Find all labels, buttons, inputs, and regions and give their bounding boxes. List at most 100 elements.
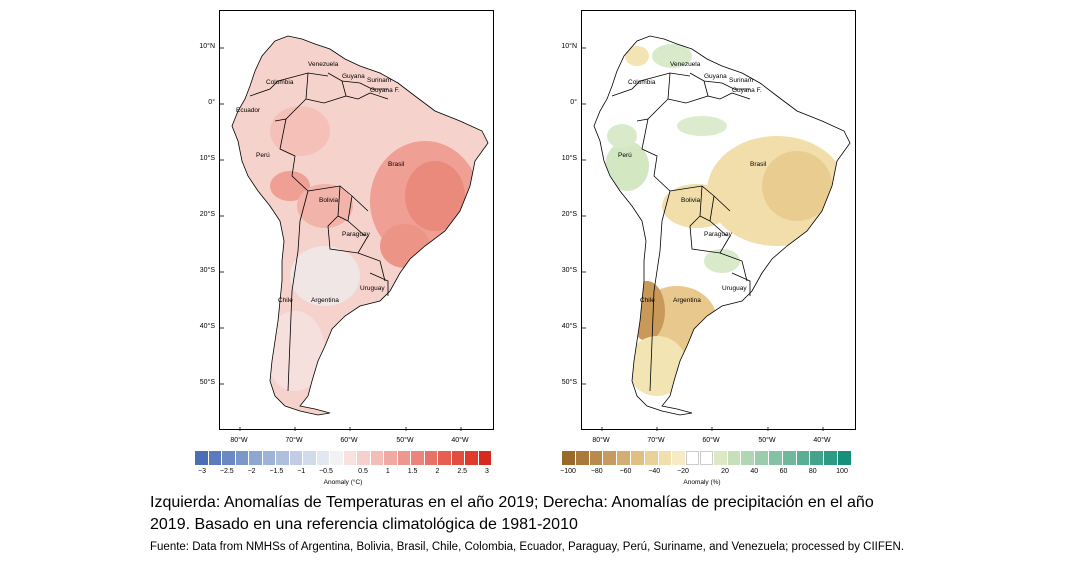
colorbar-tick-label: −2.5 (219, 468, 234, 475)
colorbar-swatch (195, 451, 208, 465)
colorbar-swatch (768, 451, 782, 465)
dry-anomaly-brazil-core (762, 151, 832, 221)
colorbar-swatch (370, 451, 383, 465)
warm-anomaly-bolivia (297, 184, 353, 228)
latitude-label: 10°S (199, 155, 215, 162)
country-label-brasil: Brasil (750, 161, 767, 168)
country-label-peru: Perú (618, 152, 632, 159)
warm-anomaly-brazil-core (405, 161, 465, 231)
longitude-label: 80°W (230, 437, 248, 444)
colorbar-tick-label: 3 (485, 468, 489, 475)
country-label-guyana-f: Guyana F. (732, 87, 762, 94)
colorbar-swatch (837, 451, 851, 465)
latitude-label: 10°S (561, 155, 577, 162)
colorbar-swatch (713, 451, 727, 465)
colorbar-tick-label: 1 (385, 468, 390, 475)
colorbar-tick-label: −60 (619, 468, 632, 475)
colorbar-swatch (644, 451, 658, 465)
dry-anomaly-bolivia (662, 184, 732, 228)
longitude-label: 60°W (702, 437, 720, 444)
longitude-label: 70°W (285, 437, 303, 444)
country-label-argentina: Argentina (311, 297, 339, 304)
colorbar-tick-label: 0.5 (358, 468, 368, 475)
country-label-chile: Chile (640, 297, 655, 304)
colorbar-tick-label: 80 (808, 468, 817, 475)
colorbar-swatch (235, 451, 248, 465)
wet-anomaly-ecuador (607, 124, 637, 148)
colorbar-tick-label: −2 (247, 468, 256, 475)
dry-anomaly-colombia (625, 46, 649, 66)
latitude-label: 20°S (199, 211, 215, 218)
colorbar-swatch (824, 451, 837, 465)
colorbar-swatch (727, 451, 741, 465)
country-label-chile: Chile (278, 297, 293, 304)
colorbar-swatch (438, 451, 451, 465)
axis-ticks (582, 47, 824, 431)
colorbar-tick-label: −100 (560, 468, 576, 475)
colorbar-swatch (330, 451, 343, 465)
colorbar-tick-label: −40 (648, 468, 661, 475)
precipitation-anomaly-map: Colombia Venezuela Guyana Surinam Guyana… (581, 10, 856, 431)
latitude-label: 10°N (561, 43, 577, 50)
wet-anomaly-venezuela (652, 44, 692, 68)
longitude-label: 40°W (813, 437, 831, 444)
colorbar-swatch (289, 451, 302, 465)
latitude-label: 30°S (561, 267, 577, 274)
country-label-colombia: Colombia (266, 79, 294, 86)
temperature-colorbar-title: Anomaly (°C) (323, 479, 363, 486)
colorbar-swatch (208, 451, 221, 465)
colorbar-swatch (316, 451, 329, 465)
dry-anomaly-patagonia (627, 336, 687, 396)
country-label-paraguay: Paraguay (704, 231, 733, 238)
colorbar-tick-label: 60 (779, 468, 788, 475)
warm-anomaly-amazon-west (270, 106, 330, 156)
colorbar-swatch (465, 451, 478, 465)
colorbar-swatch (262, 451, 275, 465)
country-label-peru: Perú (256, 152, 270, 159)
border-lines (249, 72, 389, 392)
colorbar-swatch (755, 451, 768, 465)
precipitation-colorbar-title: Anomaly (%) (683, 479, 721, 486)
latitude-label: 30°S (199, 267, 215, 274)
country-label-paraguay: Paraguay (342, 231, 371, 238)
colorbar-swatch (384, 451, 397, 465)
country-borders (593, 35, 851, 416)
colorbar-swatch (397, 451, 410, 465)
colorbar-tick-label: 2.5 (457, 468, 468, 475)
longitude-label: 60°W (340, 437, 358, 444)
colorbar-swatch (589, 451, 603, 465)
colorbar-swatch (699, 451, 713, 465)
coastline (231, 35, 489, 416)
country-label-brasil: Brasil (388, 161, 405, 168)
colorbar-swatch (658, 451, 672, 465)
colorbar-swatch (672, 451, 686, 465)
temperature-anomaly-map: Colombia Venezuela Guyana Surinam Guyana… (219, 10, 494, 431)
colorbar-swatch (303, 451, 316, 465)
latitude-label: 10°N (199, 43, 215, 50)
colorbar-swatch (686, 451, 699, 465)
latitude-label: 40°S (561, 323, 577, 330)
figure-caption: Izquierda: Anomalías de Temperaturas en … (150, 494, 874, 533)
country-label-bolivia: Bolivia (681, 197, 701, 204)
country-labels: Colombia Venezuela Guyana Surinam Guyana… (618, 61, 767, 304)
colorbar-swatch (276, 451, 289, 465)
colorbar-tick-label: −1 (297, 468, 306, 475)
colorbar-tick-label: 40 (750, 468, 759, 475)
colorbar-swatch (630, 451, 644, 465)
colorbar-tick-label: −3 (198, 468, 206, 475)
colorbar-swatch (562, 451, 575, 465)
latitude-label: 50°S (561, 379, 577, 386)
country-label-guyana: Guyana (342, 73, 365, 80)
latitude-label: 20°S (561, 211, 577, 218)
wet-anomaly-peru (605, 141, 649, 191)
temperature-colorbar (195, 451, 492, 465)
longitude-label: 80°W (592, 437, 610, 444)
latitude-label: 50°S (199, 379, 215, 386)
country-borders (231, 35, 489, 416)
colorbar-tick-label: 2 (435, 468, 440, 475)
temperature-map-canvas: Colombia Venezuela Guyana Surinam Guyana… (220, 35, 489, 431)
country-label-bolivia: Bolivia (319, 197, 339, 204)
warm-anomaly-southeast (380, 224, 430, 268)
colorbar-swatch (478, 451, 491, 465)
colorbar-swatch (796, 451, 810, 465)
